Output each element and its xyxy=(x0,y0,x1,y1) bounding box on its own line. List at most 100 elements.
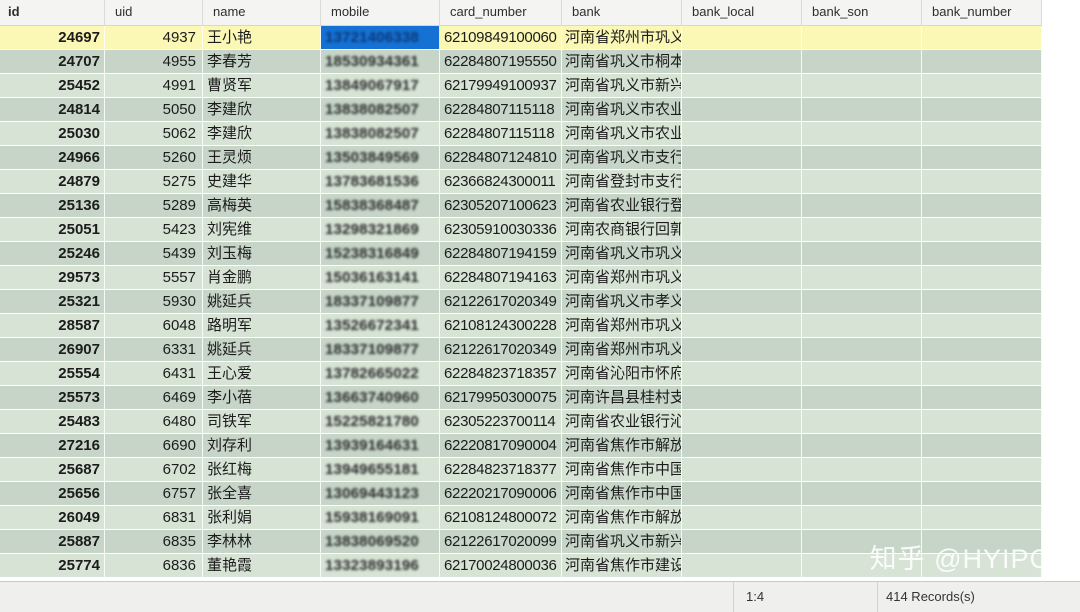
cell-card_number[interactable]: 62108124800072 xyxy=(440,506,562,529)
cell-id[interactable]: 24697 xyxy=(0,26,105,49)
cell-card_number[interactable]: 62305207100623 xyxy=(440,194,562,217)
cell-bank_son[interactable] xyxy=(802,386,922,409)
cell-mobile[interactable]: 18530934361 xyxy=(321,50,440,73)
cell-bank[interactable]: 河南省焦作市解放 xyxy=(562,434,682,457)
table-row[interactable]: 25051 5423 刘宪维 13298321869 62305910030336 河南农… xyxy=(0,218,1042,242)
table-row[interactable]: 25887 6835 李林林 13838069520 62122617020099 河南省… xyxy=(0,530,1042,554)
cell-mobile[interactable]: 13838082507 xyxy=(321,122,440,145)
cell-bank[interactable]: 河南省巩义市桐本 xyxy=(562,50,682,73)
cell-bank_local[interactable] xyxy=(682,242,802,265)
cell-name[interactable]: 曹贤军 xyxy=(203,74,321,97)
cell-name[interactable]: 李小蓓 xyxy=(203,386,321,409)
cell-mobile[interactable]: 13838082507 xyxy=(321,98,440,121)
cell-card_number[interactable]: 62284823718357 xyxy=(440,362,562,385)
cell-name[interactable]: 王小艳 xyxy=(203,26,321,49)
cell-bank_number[interactable] xyxy=(922,530,1042,553)
cell-card_number[interactable]: 62109849100060 xyxy=(440,26,562,49)
cell-bank_son[interactable] xyxy=(802,122,922,145)
cell-name[interactable]: 张全喜 xyxy=(203,482,321,505)
column-header-id[interactable]: id xyxy=(0,0,105,25)
cell-name[interactable]: 王灵烦 xyxy=(203,146,321,169)
cell-bank[interactable]: 河南省郑州市巩义 xyxy=(562,266,682,289)
cell-mobile[interactable]: 13526672341 xyxy=(321,314,440,337)
column-header-card_number[interactable]: card_number xyxy=(440,0,562,25)
cell-bank_local[interactable] xyxy=(682,266,802,289)
cell-bank[interactable]: 河南省巩义市巩义 xyxy=(562,242,682,265)
table-row[interactable]: 26049 6831 张利娟 15938169091 62108124800072 河南省… xyxy=(0,506,1042,530)
table-row[interactable]: 25483 6480 司铁军 15225821780 62305223700114 河南省… xyxy=(0,410,1042,434)
cell-bank_son[interactable] xyxy=(802,290,922,313)
cell-bank[interactable]: 河南省郑州市巩义 xyxy=(562,314,682,337)
cell-name[interactable]: 姚延兵 xyxy=(203,338,321,361)
cell-bank[interactable]: 河南省焦作市中国 xyxy=(562,482,682,505)
cell-mobile[interactable]: 15838368487 xyxy=(321,194,440,217)
cell-uid[interactable]: 6480 xyxy=(105,410,203,433)
column-header-bank[interactable]: bank xyxy=(562,0,682,25)
cell-card_number[interactable]: 62284807194159 xyxy=(440,242,562,265)
table-row[interactable]: 25687 6702 张红梅 13949655181 62284823718377 河南省… xyxy=(0,458,1042,482)
cell-bank[interactable]: 河南农商银行回郭 xyxy=(562,218,682,241)
cell-bank_number[interactable] xyxy=(922,314,1042,337)
cell-bank_local[interactable] xyxy=(682,362,802,385)
cell-uid[interactable]: 4937 xyxy=(105,26,203,49)
cell-bank_son[interactable] xyxy=(802,26,922,49)
cell-card_number[interactable]: 62284807115118 xyxy=(440,122,562,145)
cell-bank_number[interactable] xyxy=(922,266,1042,289)
cell-bank_son[interactable] xyxy=(802,266,922,289)
cell-uid[interactable]: 5557 xyxy=(105,266,203,289)
cell-id[interactable]: 25136 xyxy=(0,194,105,217)
cell-name[interactable]: 肖金鹏 xyxy=(203,266,321,289)
cell-bank_number[interactable] xyxy=(922,74,1042,97)
table-row[interactable]: 29573 5557 肖金鹏 15036163141 62284807194163 河南省… xyxy=(0,266,1042,290)
cell-card_number[interactable]: 62284807194163 xyxy=(440,266,562,289)
cell-id[interactable]: 25687 xyxy=(0,458,105,481)
cell-bank[interactable]: 河南省焦作市建设 xyxy=(562,554,682,577)
cell-card_number[interactable]: 62284823718377 xyxy=(440,458,562,481)
cell-bank_local[interactable] xyxy=(682,50,802,73)
cell-id[interactable]: 25887 xyxy=(0,530,105,553)
cell-card_number[interactable]: 62220217090006 xyxy=(440,482,562,505)
cell-id[interactable]: 25656 xyxy=(0,482,105,505)
cell-bank_number[interactable] xyxy=(922,362,1042,385)
cell-name[interactable]: 姚延兵 xyxy=(203,290,321,313)
cell-name[interactable]: 李春芳 xyxy=(203,50,321,73)
cell-id[interactable]: 25554 xyxy=(0,362,105,385)
cell-bank_number[interactable] xyxy=(922,410,1042,433)
cell-mobile[interactable]: 13838069520 xyxy=(321,530,440,553)
cell-uid[interactable]: 4991 xyxy=(105,74,203,97)
cell-bank_local[interactable] xyxy=(682,554,802,577)
cell-mobile[interactable]: 18337109877 xyxy=(321,290,440,313)
cell-bank_number[interactable] xyxy=(922,98,1042,121)
cell-card_number[interactable]: 62366824300011 xyxy=(440,170,562,193)
cell-bank_number[interactable] xyxy=(922,218,1042,241)
cell-bank_number[interactable] xyxy=(922,434,1042,457)
cell-bank_son[interactable] xyxy=(802,458,922,481)
cell-card_number[interactable]: 62108124300228 xyxy=(440,314,562,337)
table-row[interactable]: 25452 4991 曹贤军 13849067917 62179949100937 河南省… xyxy=(0,74,1042,98)
cell-bank_son[interactable] xyxy=(802,410,922,433)
cell-uid[interactable]: 6048 xyxy=(105,314,203,337)
cell-bank[interactable]: 河南省郑州市巩义 xyxy=(562,26,682,49)
cell-bank_son[interactable] xyxy=(802,482,922,505)
cell-bank[interactable]: 河南许昌县桂村支 xyxy=(562,386,682,409)
column-header-bank_number[interactable]: bank_number xyxy=(922,0,1042,25)
column-header-uid[interactable]: uid xyxy=(105,0,203,25)
cell-bank_local[interactable] xyxy=(682,26,802,49)
cell-mobile[interactable]: 13298321869 xyxy=(321,218,440,241)
cell-bank_local[interactable] xyxy=(682,314,802,337)
cell-bank_local[interactable] xyxy=(682,410,802,433)
cell-id[interactable]: 26907 xyxy=(0,338,105,361)
cell-mobile[interactable]: 13782665022 xyxy=(321,362,440,385)
cell-bank_local[interactable] xyxy=(682,338,802,361)
cell-name[interactable]: 刘宪维 xyxy=(203,218,321,241)
table-row[interactable]: 27216 6690 刘存利 13939164631 62220817090004 河南省… xyxy=(0,434,1042,458)
cell-bank_son[interactable] xyxy=(802,338,922,361)
cell-id[interactable]: 28587 xyxy=(0,314,105,337)
cell-id[interactable]: 26049 xyxy=(0,506,105,529)
cell-name[interactable]: 司铁军 xyxy=(203,410,321,433)
cell-bank_son[interactable] xyxy=(802,362,922,385)
cell-uid[interactable]: 5289 xyxy=(105,194,203,217)
cell-bank[interactable]: 河南省巩义市新兴 xyxy=(562,530,682,553)
cell-name[interactable]: 张利娟 xyxy=(203,506,321,529)
cell-name[interactable]: 李林林 xyxy=(203,530,321,553)
